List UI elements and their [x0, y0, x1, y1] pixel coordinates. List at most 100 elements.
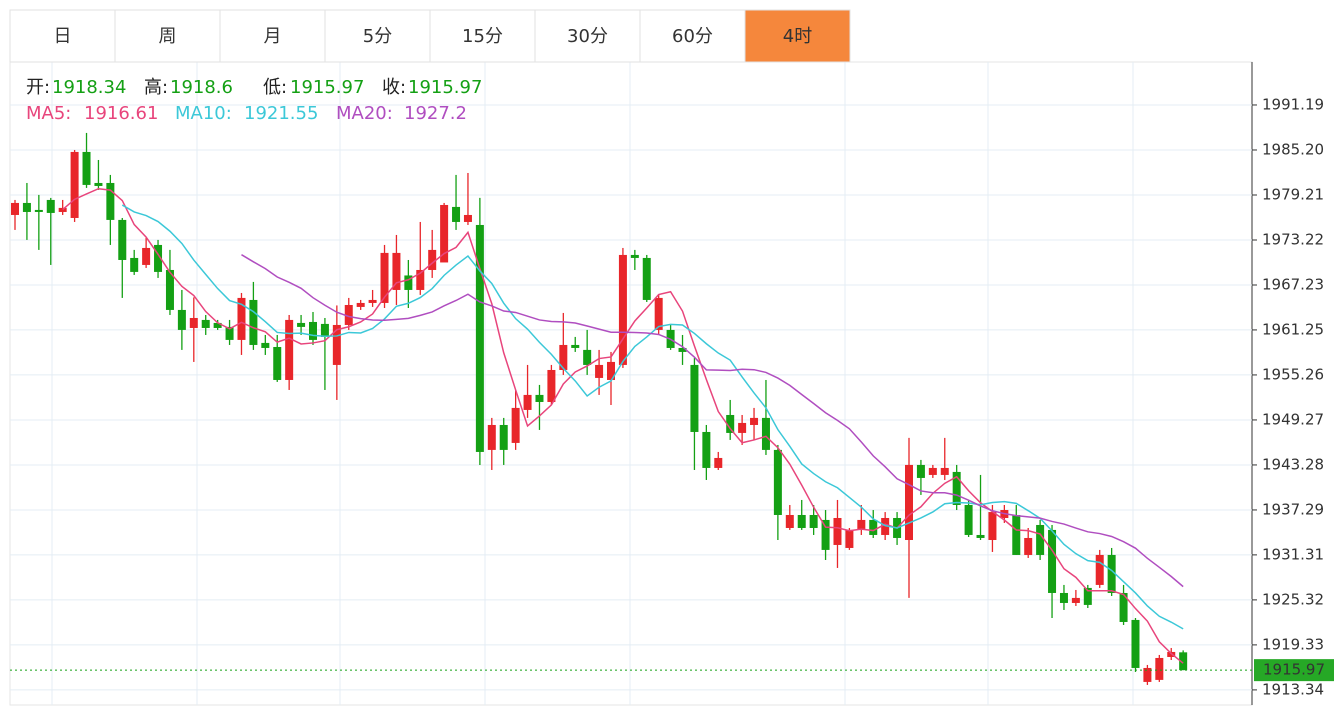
- tab-label[interactable]: 15分: [462, 26, 503, 47]
- candle-body: [714, 457, 723, 468]
- tab[interactable]: [219, 9, 326, 63]
- candle-body: [869, 519, 878, 535]
- candle-body: [583, 349, 592, 365]
- candle-body: [58, 207, 67, 212]
- y-tick-label: 1973.22: [1262, 230, 1324, 248]
- candle-body: [571, 344, 580, 348]
- tab[interactable]: [114, 9, 221, 63]
- candle-body: [499, 424, 508, 450]
- candle-body: [1155, 657, 1164, 680]
- candle-body: [440, 204, 449, 263]
- candle-body: [189, 317, 198, 328]
- candle-body: [368, 299, 377, 303]
- candle-body: [940, 467, 949, 475]
- y-tick-label: 1991.19: [1262, 95, 1324, 113]
- stat-label: 低:: [263, 77, 287, 98]
- ma-line: [62, 187, 1184, 664]
- tab[interactable]: [324, 9, 431, 63]
- y-tick-label: 1925.32: [1262, 590, 1324, 608]
- candle-body: [1024, 537, 1033, 555]
- y-tick-label: 1943.28: [1262, 455, 1324, 473]
- candle-body: [118, 219, 127, 260]
- time-grid: [51, 62, 1134, 705]
- candle-body: [595, 364, 604, 378]
- candle-body: [559, 344, 568, 370]
- y-tick-label: 1961.25: [1262, 320, 1324, 338]
- candle-body: [916, 464, 925, 478]
- candle-body: [797, 514, 806, 528]
- tab[interactable]: [534, 9, 641, 63]
- candle-body: [344, 304, 353, 325]
- tab[interactable]: [639, 9, 746, 63]
- candle-body: [773, 449, 782, 515]
- y-tick-label: 1979.21: [1262, 185, 1324, 203]
- tab[interactable]: [429, 9, 536, 63]
- tab-label[interactable]: 周: [159, 26, 177, 47]
- candle-body: [1095, 554, 1104, 585]
- candle-body: [94, 182, 103, 186]
- tab-label[interactable]: 60分: [672, 26, 713, 47]
- stat-value: 1915.97: [408, 77, 482, 98]
- ma-value: 1927.2: [404, 103, 467, 124]
- y-tick-label: 1967.23: [1262, 275, 1324, 293]
- y-tick-label: 1985.20: [1262, 140, 1324, 158]
- candle-body: [1036, 524, 1045, 555]
- candle-body: [273, 346, 282, 380]
- candle-body: [642, 257, 651, 300]
- candle-body: [70, 151, 79, 218]
- candle-body: [1131, 619, 1140, 668]
- candle-body: [297, 322, 306, 327]
- candle-body: [726, 414, 735, 433]
- candle-body: [1071, 597, 1080, 603]
- tab[interactable]: [744, 9, 851, 63]
- candle-body: [213, 322, 222, 328]
- candle-body: [1179, 652, 1188, 671]
- candle-body: [1048, 529, 1057, 593]
- y-tick-label: 1919.33: [1262, 635, 1324, 653]
- candle-body: [761, 417, 770, 450]
- tab-label[interactable]: 日: [54, 26, 72, 47]
- candle-body: [130, 257, 139, 272]
- candle-body: [952, 471, 961, 505]
- candle-body: [320, 323, 329, 337]
- candle-body: [1083, 587, 1092, 605]
- candle-body: [1012, 514, 1021, 555]
- candle-body: [177, 309, 186, 330]
- candle-body: [22, 202, 31, 212]
- candle-body: [881, 517, 890, 535]
- candle-body: [809, 514, 818, 528]
- candle-body: [988, 512, 997, 541]
- candle-body: [678, 347, 687, 352]
- ma-value: 1921.55: [244, 103, 318, 124]
- candle-body: [46, 199, 55, 213]
- candle-body: [523, 394, 532, 410]
- candle-body: [1059, 592, 1068, 603]
- tab-label[interactable]: 月: [264, 26, 282, 47]
- candle-body: [618, 254, 627, 365]
- candle-body: [630, 254, 639, 258]
- ma-line: [121, 204, 1184, 630]
- candle-body: [154, 244, 163, 272]
- stat-value: 1915.97: [290, 77, 364, 98]
- plot-frame: [9, 61, 1253, 706]
- y-tick-label: 1931.31: [1262, 545, 1324, 563]
- candle-body: [738, 422, 747, 433]
- candle-body: [607, 361, 615, 380]
- tab-label[interactable]: 5分: [363, 26, 392, 47]
- candle-body: [821, 519, 830, 550]
- candle-body: [702, 431, 711, 468]
- y-tick-label: 1937.29: [1262, 500, 1324, 518]
- last-price-tag: [1254, 659, 1334, 682]
- candle-body: [332, 324, 341, 365]
- candle-body: [201, 319, 210, 328]
- candle-body: [475, 224, 484, 452]
- candle-body: [905, 464, 913, 541]
- candle-body: [106, 182, 115, 220]
- tab-label[interactable]: 4时: [783, 26, 812, 47]
- candle-body: [356, 302, 365, 307]
- candle-body: [261, 342, 270, 348]
- tab-label[interactable]: 30分: [567, 26, 608, 47]
- ma-line: [241, 254, 1184, 588]
- candle-body: [928, 467, 937, 475]
